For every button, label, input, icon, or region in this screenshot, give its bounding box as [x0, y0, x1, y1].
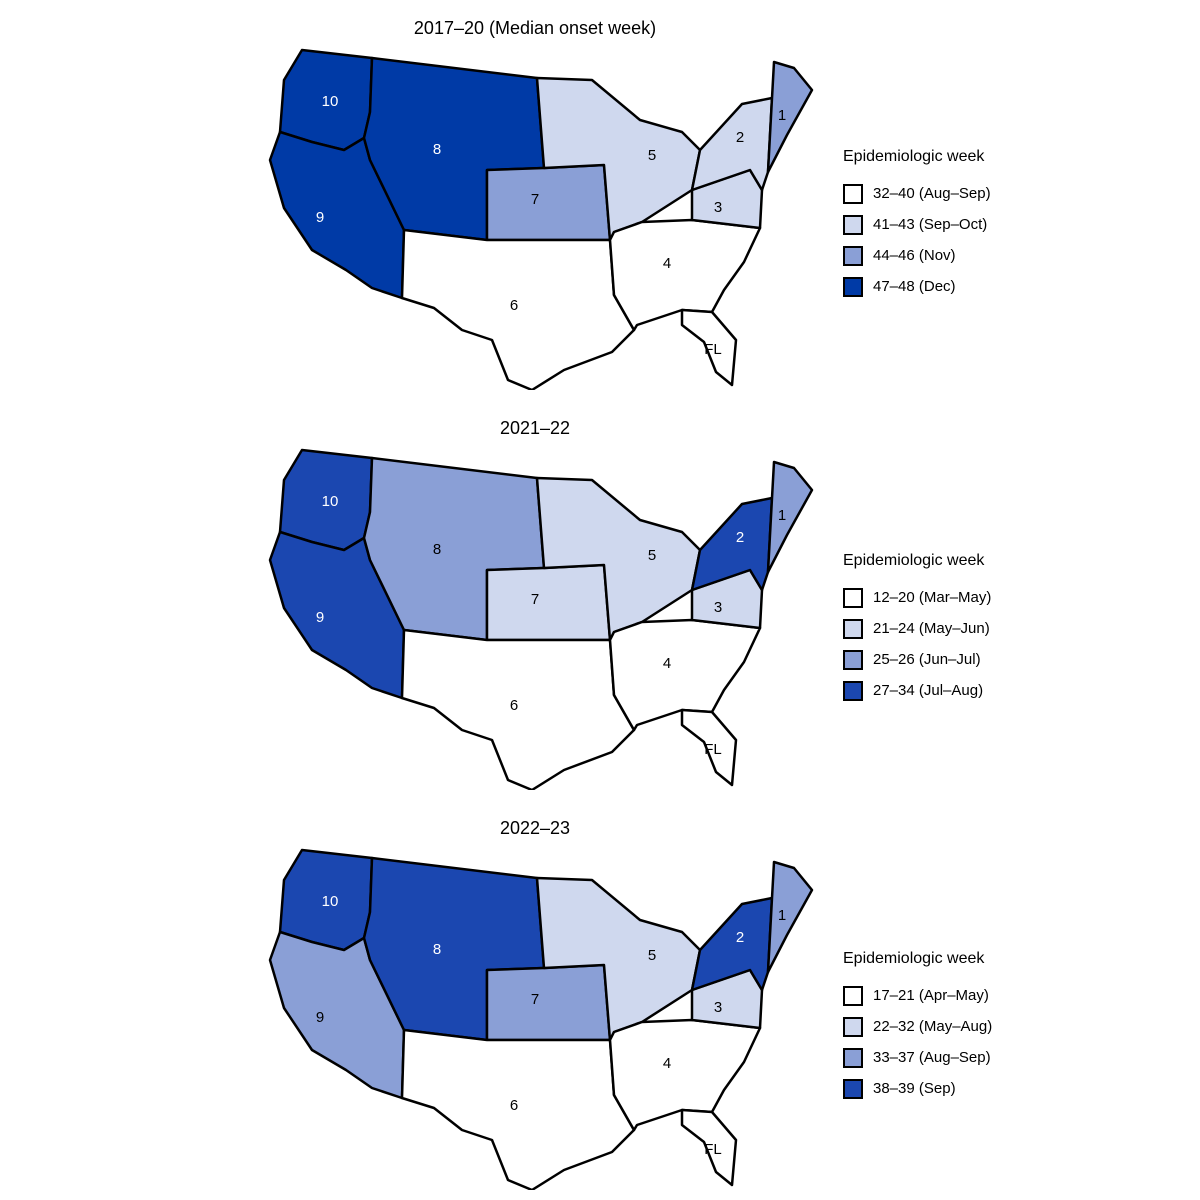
region-r2 [690, 496, 774, 592]
map-panel-2022-23: 2022–23 1 2 3 4 5 6 7 8 9 10 FL Epidemiologic week… [0, 800, 1200, 1200]
legend-label: 33–37 (Aug–Sep) [873, 1049, 991, 1066]
legend-item: 38–39 (Sep) [843, 1073, 1043, 1104]
legend-swatch [843, 1047, 863, 1068]
region-label-r6: 6 [510, 297, 518, 314]
legend-swatch [843, 214, 863, 235]
region-label-r10: 10 [322, 493, 339, 510]
us-hhs-region-map: 1 2 3 4 5 6 7 8 9 10 FL [268, 848, 814, 1190]
region-fl [680, 308, 738, 387]
legend-swatch [843, 276, 863, 297]
legend-swatch [843, 985, 863, 1006]
region-r1 [766, 460, 814, 574]
legend-swatch [843, 649, 863, 670]
map-panel-2017-20: 2017–20 (Median onset week) 1 2 3 4 5 6 7 8 9 10 F… [0, 0, 1200, 400]
legend: Epidemiologic week 32–40 (Aug–Sep) 41–43… [843, 148, 1043, 302]
panel-title: 2022–23 [499, 818, 571, 838]
region-label-r7: 7 [531, 191, 539, 208]
legend-item: 25–26 (Jun–Jul) [843, 644, 1043, 675]
region-label-r8: 8 [433, 941, 441, 958]
legend-item: 44–46 (Nov) [843, 240, 1043, 271]
legend-item: 21–24 (May–Jun) [843, 613, 1043, 644]
region-label-r6: 6 [510, 697, 518, 714]
legend-item: 17–21 (Apr–May) [843, 980, 1043, 1011]
region-label-r1: 1 [778, 107, 786, 124]
legend-swatch [843, 618, 863, 639]
region-label-r10: 10 [322, 893, 339, 910]
legend-item: 27–34 (Jul–Aug) [843, 675, 1043, 706]
region-label-r4: 4 [663, 255, 671, 272]
legend-label: 21–24 (May–Jun) [873, 620, 990, 637]
region-r7 [485, 963, 612, 1042]
legend-label: 47–48 (Dec) [873, 278, 956, 295]
region-r5 [535, 476, 702, 642]
legend-swatch [843, 680, 863, 701]
legend-label: 25–26 (Jun–Jul) [873, 651, 981, 668]
region-fl [680, 708, 738, 787]
region-label-r3: 3 [714, 599, 722, 616]
panel-title: 2021–22 [499, 418, 571, 438]
region-r2 [690, 96, 774, 192]
legend-swatch [843, 1078, 863, 1099]
legend-label: 12–20 (Mar–May) [873, 589, 992, 606]
region-label-r9: 9 [316, 609, 324, 626]
region-label-r4: 4 [663, 1055, 671, 1072]
legend-title: Epidemiologic week [843, 148, 985, 165]
region-label-r8: 8 [433, 541, 441, 558]
legend-item: 12–20 (Mar–May) [843, 582, 1043, 613]
legend: Epidemiologic week 12–20 (Mar–May) 21–24… [843, 552, 1043, 706]
legend-item: 47–48 (Dec) [843, 271, 1043, 302]
region-r2 [690, 896, 774, 992]
legend-label: 41–43 (Sep–Oct) [873, 216, 988, 233]
region-label-fl: FL [704, 1141, 722, 1158]
region-label-r2: 2 [736, 129, 744, 146]
legend-title: Epidemiologic week [843, 950, 985, 967]
region-r7 [485, 563, 612, 642]
region-label-r7: 7 [531, 591, 539, 608]
region-label-fl: FL [704, 741, 722, 758]
legend-label: 32–40 (Aug–Sep) [873, 185, 991, 202]
region-r5 [535, 876, 702, 1042]
legend-swatch [843, 587, 863, 608]
region-label-r2: 2 [736, 529, 744, 546]
region-label-r5: 5 [648, 947, 656, 964]
us-hhs-region-map: 1 2 3 4 5 6 7 8 9 10 FL [268, 448, 814, 790]
region-label-r2: 2 [736, 929, 744, 946]
legend-label: 44–46 (Nov) [873, 247, 956, 264]
panel-title: 2017–20 (Median onset week) [413, 18, 657, 38]
region-r7 [485, 163, 612, 242]
legend-label: 22–32 (May–Aug) [873, 1018, 993, 1035]
region-fl [680, 1108, 738, 1187]
region-label-r6: 6 [510, 1097, 518, 1114]
legend-label: 17–21 (Apr–May) [873, 987, 989, 1004]
region-label-r7: 7 [531, 991, 539, 1008]
region-label-r3: 3 [714, 199, 722, 216]
legend-label: 38–39 (Sep) [873, 1080, 956, 1097]
legend-label: 27–34 (Jul–Aug) [873, 682, 984, 699]
region-label-r4: 4 [663, 655, 671, 672]
legend-swatch [843, 245, 863, 266]
legend-item: 41–43 (Sep–Oct) [843, 209, 1043, 240]
legend-item: 32–40 (Aug–Sep) [843, 178, 1043, 209]
region-label-r5: 5 [648, 547, 656, 564]
region-r5 [535, 76, 702, 242]
region-label-r5: 5 [648, 147, 656, 164]
region-label-r3: 3 [714, 999, 722, 1016]
region-label-r10: 10 [322, 93, 339, 110]
region-r1 [766, 60, 814, 174]
map-panel-2021-22: 2021–22 1 2 3 4 5 6 7 8 9 10 FL Epidemiologic week… [0, 400, 1200, 800]
region-label-r1: 1 [778, 907, 786, 924]
legend-swatch [843, 183, 863, 204]
legend-swatch [843, 1016, 863, 1037]
legend-item: 33–37 (Aug–Sep) [843, 1042, 1043, 1073]
legend-title: Epidemiologic week [843, 552, 985, 569]
region-label-r9: 9 [316, 1009, 324, 1026]
region-label-fl: FL [704, 341, 722, 358]
us-hhs-region-map: 1 2 3 4 5 6 7 8 9 10 FL [268, 48, 814, 390]
region-label-r8: 8 [433, 141, 441, 158]
region-label-r1: 1 [778, 507, 786, 524]
legend: Epidemiologic week 17–21 (Apr–May) 22–32… [843, 950, 1043, 1104]
legend-item: 22–32 (May–Aug) [843, 1011, 1043, 1042]
region-r1 [766, 860, 814, 974]
region-label-r9: 9 [316, 209, 324, 226]
